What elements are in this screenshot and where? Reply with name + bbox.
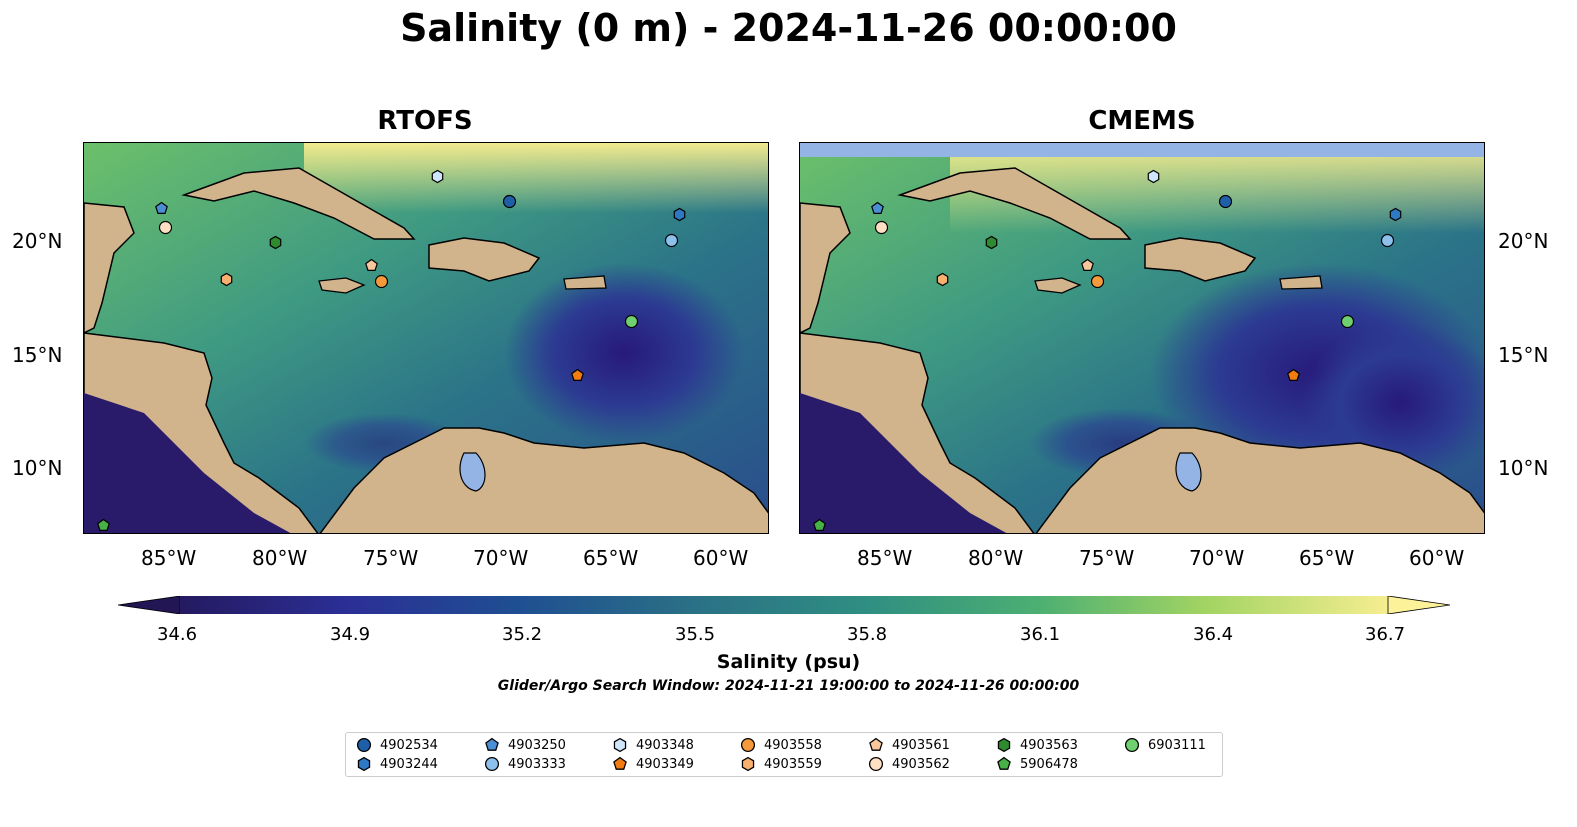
colorbar — [118, 596, 1450, 614]
float-marker-4903250-rtofs — [154, 201, 169, 220]
lon-tick-70w-left: 70°W — [473, 546, 529, 570]
cb-tick-1: 34.6 — [157, 624, 198, 645]
panel-title-rtofs: RTOFS — [377, 106, 473, 136]
lat-tick-15n-left: 15°N — [12, 343, 63, 367]
legend-item-4903348: 4903348 — [612, 737, 694, 753]
legend-item-4903561: 4903561 — [868, 737, 950, 753]
float-marker-4903561-cmems — [1080, 258, 1095, 277]
search-window-text: Glider/Argo Search Window: 2024-11-21 19… — [497, 678, 1080, 694]
float-marker-5906478-cmems — [812, 518, 827, 537]
float-marker-4903348-cmems — [1146, 169, 1161, 188]
float-marker-4902534-rtofs — [502, 194, 517, 213]
float-marker-5906478-rtofs — [96, 518, 111, 537]
lat-tick-15n-right: 15°N — [1498, 343, 1549, 367]
lon-tick-65w-right: 65°W — [1299, 546, 1355, 570]
float-marker-6903111-rtofs — [624, 314, 639, 333]
legend-item-4903349: 4903349 — [612, 756, 694, 772]
legend-label: 4903559 — [764, 756, 822, 772]
legend-label: 4903348 — [636, 737, 694, 753]
float-marker-4903348-rtofs — [430, 169, 445, 188]
lon-tick-80w-right: 80°W — [968, 546, 1024, 570]
lat-tick-20n-right: 20°N — [1498, 229, 1549, 253]
legend-label: 6903111 — [1148, 737, 1206, 753]
legend-item-6903111: 6903111 — [1124, 737, 1206, 753]
float-marker-4903333-rtofs — [664, 233, 679, 252]
float-marker-4903349-rtofs — [570, 368, 585, 387]
legend-item-4903333: 4903333 — [484, 756, 566, 772]
lon-tick-75w-right: 75°W — [1079, 546, 1135, 570]
lat-tick-10n-right: 10°N — [1498, 456, 1549, 480]
lon-tick-60w-right: 60°W — [1409, 546, 1465, 570]
float-marker-4903250-cmems — [870, 201, 885, 220]
lon-tick-75w-left: 75°W — [363, 546, 419, 570]
legend-item-4903559: 4903559 — [740, 756, 822, 772]
panel-title-cmems: CMEMS — [1088, 106, 1196, 136]
legend-item-5906478: 5906478 — [996, 756, 1078, 772]
legend-item-4903558: 4903558 — [740, 737, 822, 753]
float-marker-4903349-cmems — [1286, 368, 1301, 387]
colorbar-label: Salinity (psu) — [716, 651, 861, 673]
float-marker-6903111-cmems — [1340, 314, 1355, 333]
cb-tick-4: 35.5 — [675, 624, 716, 645]
lon-tick-85w-right: 85°W — [857, 546, 913, 570]
lon-tick-80w-left: 80°W — [252, 546, 308, 570]
cb-tick-8: 36.7 — [1365, 624, 1406, 645]
legend-item-4903250: 4903250 — [484, 737, 566, 753]
float-marker-4903244-rtofs — [672, 207, 687, 226]
float-marker-4903558-rtofs — [374, 274, 389, 293]
legend-label: 4903333 — [508, 756, 566, 772]
float-marker-4903244-cmems — [1388, 207, 1403, 226]
float-marker-4903333-cmems — [1380, 233, 1395, 252]
float-marker-4903563-rtofs — [268, 235, 283, 254]
legend-label: 4903558 — [764, 737, 822, 753]
float-legend: 4902534 4903244 4903250 4903333 4903348 49033… — [345, 732, 1223, 777]
float-marker-4903559-cmems — [935, 272, 950, 291]
legend-item-4903562: 4903562 — [868, 756, 950, 772]
cb-tick-5: 35.8 — [847, 624, 888, 645]
cb-tick-7: 36.4 — [1193, 624, 1234, 645]
cb-tick-3: 35.2 — [502, 624, 543, 645]
float-marker-4903561-rtofs — [364, 258, 379, 277]
float-marker-4903563-cmems — [984, 235, 999, 254]
float-marker-4902534-cmems — [1218, 194, 1233, 213]
lat-tick-20n-left: 20°N — [12, 229, 63, 253]
cb-tick-6: 36.1 — [1020, 624, 1061, 645]
legend-item-4902534: 4902534 — [356, 737, 438, 753]
lon-tick-60w-left: 60°W — [693, 546, 749, 570]
lat-tick-10n-left: 10°N — [12, 456, 63, 480]
legend-label: 4902534 — [380, 737, 438, 753]
float-marker-4903558-cmems — [1090, 274, 1105, 293]
legend-item-4903563: 4903563 — [996, 737, 1078, 753]
lon-tick-70w-right: 70°W — [1189, 546, 1245, 570]
map-panel-rtofs — [83, 142, 769, 534]
figure-title: Salinity (0 m) - 2024-11-26 00:00:00 — [400, 6, 1177, 50]
legend-label: 4903244 — [380, 756, 438, 772]
lon-tick-65w-left: 65°W — [583, 546, 639, 570]
legend-item-4903244: 4903244 — [356, 756, 438, 772]
float-marker-4903559-rtofs — [219, 272, 234, 291]
map-panel-cmems — [799, 142, 1485, 534]
cb-tick-2: 34.9 — [330, 624, 371, 645]
legend-label: 4903563 — [1020, 737, 1078, 753]
lon-tick-85w-left: 85°W — [141, 546, 197, 570]
legend-label: 4903349 — [636, 756, 694, 772]
legend-label: 4903250 — [508, 737, 566, 753]
float-marker-4903562-rtofs — [158, 220, 173, 239]
legend-label: 5906478 — [1020, 756, 1078, 772]
legend-label: 4903561 — [892, 737, 950, 753]
legend-label: 4903562 — [892, 756, 950, 772]
float-marker-4903562-cmems — [874, 220, 889, 239]
